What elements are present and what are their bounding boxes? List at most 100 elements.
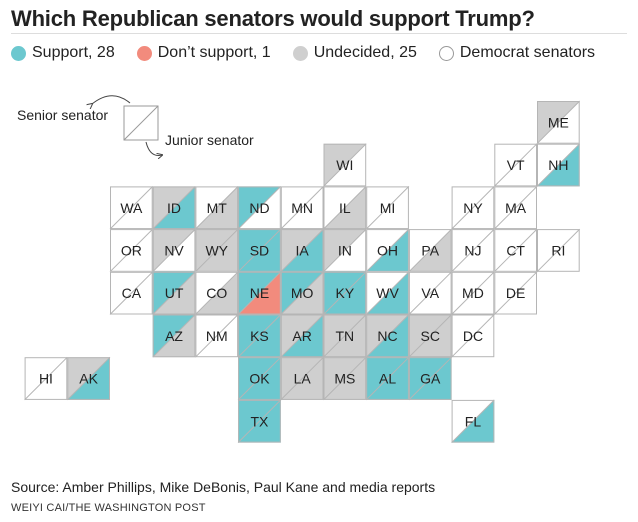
junior-arrow xyxy=(145,141,162,155)
tile-border xyxy=(408,314,452,358)
tile-border xyxy=(110,229,153,272)
tile-diagonal xyxy=(280,314,324,358)
tile-diagonal xyxy=(109,228,154,273)
tile-label-nh: NH xyxy=(548,157,568,173)
tile-ky: KY xyxy=(323,271,367,315)
tile-border xyxy=(238,186,281,230)
senior-arrow xyxy=(92,95,131,104)
tile-border xyxy=(323,186,367,230)
tile-tn: TN xyxy=(323,314,367,358)
tile-border xyxy=(152,271,196,315)
tile-diagonal xyxy=(451,314,495,358)
tile-label-ky: KY xyxy=(336,285,355,301)
key-tile-diagonal xyxy=(123,105,159,141)
tile-label-la: LA xyxy=(294,371,312,387)
senior-senator-label: Senior senator xyxy=(17,107,108,123)
tile-label-vt: VT xyxy=(507,157,525,173)
tile-label-pa: PA xyxy=(421,242,439,258)
tile-md: MD xyxy=(451,271,495,315)
tile-diagonal xyxy=(280,356,324,401)
tile-diagonal xyxy=(536,100,581,145)
tile-border xyxy=(494,186,537,230)
tile-border xyxy=(24,357,68,400)
tile-diagonal xyxy=(109,271,154,315)
tile-diagonal xyxy=(536,228,581,273)
tile-wy: WY xyxy=(195,228,239,273)
tile-nd: ND xyxy=(237,186,282,230)
tile-label-me: ME xyxy=(548,114,569,130)
tile-diagonal xyxy=(237,271,282,315)
tile-diagonal xyxy=(451,399,495,443)
tile-label-nc: NC xyxy=(377,328,397,344)
tile-border xyxy=(152,186,196,230)
tile-label-ks: KS xyxy=(250,328,269,344)
tile-label-fl: FL xyxy=(465,413,482,429)
tile-sc: SC xyxy=(408,314,452,358)
tile-label-ak: AK xyxy=(79,371,98,387)
tile-ma: MA xyxy=(493,186,538,230)
tile-label-mo: MO xyxy=(291,285,314,301)
tile-diagonal xyxy=(493,271,538,315)
tile-label-il: IL xyxy=(339,200,351,216)
title-divider xyxy=(11,33,627,34)
tile-diagonal xyxy=(451,271,495,315)
tile-border xyxy=(238,229,281,272)
tile-oh: OH xyxy=(365,228,410,273)
tile-la: LA xyxy=(280,356,324,401)
tile-label-nj: NJ xyxy=(464,242,481,258)
tile-border xyxy=(195,314,239,358)
tile-label-nv: NV xyxy=(164,242,184,258)
tile-border xyxy=(110,271,153,315)
legend: Support, 28 Don’t support, 1 Undecided, … xyxy=(11,43,595,63)
tile-border xyxy=(152,314,196,358)
tile-border xyxy=(451,271,495,315)
tile-diagonal xyxy=(365,314,410,358)
tile-vt: VT xyxy=(493,143,538,187)
tile-diagonal xyxy=(408,228,452,273)
tile-border xyxy=(366,314,409,358)
tile-wv: WV xyxy=(365,271,410,315)
tile-border xyxy=(195,186,239,230)
tile-diagonal xyxy=(323,271,367,315)
tile-border xyxy=(451,229,495,272)
tile-border xyxy=(280,271,324,315)
tile-border xyxy=(238,314,281,358)
tile-label-ar: AR xyxy=(292,328,311,344)
tile-diagonal xyxy=(408,314,452,358)
tile-mo: MO xyxy=(280,271,324,315)
tile-ut: UT xyxy=(152,271,196,315)
tile-wi: WI xyxy=(323,143,367,187)
tile-diagonal xyxy=(237,186,282,230)
tile-border xyxy=(195,271,239,315)
tile-border xyxy=(280,357,324,400)
legend-swatch-support xyxy=(11,45,26,61)
tile-diagonal xyxy=(280,228,324,273)
tile-diagonal xyxy=(152,314,196,358)
junior-senator-label: Junior senator xyxy=(165,132,254,148)
tile-label-md: MD xyxy=(462,285,484,301)
tile-label-ut: UT xyxy=(165,285,184,301)
tile-mi: MI xyxy=(365,186,410,230)
tile-pa: PA xyxy=(408,228,452,273)
tile-co: CO xyxy=(195,271,239,315)
tile-label-az: AZ xyxy=(165,328,183,344)
tile-border xyxy=(451,399,495,443)
tile-diagonal xyxy=(451,186,495,230)
legend-label-democrat: Democrat senators xyxy=(459,44,596,61)
tile-diagonal xyxy=(451,228,495,273)
tile-diagonal xyxy=(280,186,324,230)
tile-border xyxy=(494,143,537,187)
tile-border xyxy=(494,271,537,315)
tile-label-ne: NE xyxy=(250,285,269,301)
tile-diagonal xyxy=(323,356,367,401)
tile-border xyxy=(238,357,281,400)
tile-nc: NC xyxy=(365,314,410,358)
tile-diagonal xyxy=(152,271,196,315)
tile-border xyxy=(408,229,452,272)
tile-label-wy: WY xyxy=(205,242,228,258)
tile-diagonal xyxy=(365,271,410,315)
legend-swatch-undecided xyxy=(292,45,308,61)
tile-diagonal xyxy=(195,186,239,230)
tile-border xyxy=(323,143,367,187)
tile-de: DE xyxy=(493,271,538,315)
